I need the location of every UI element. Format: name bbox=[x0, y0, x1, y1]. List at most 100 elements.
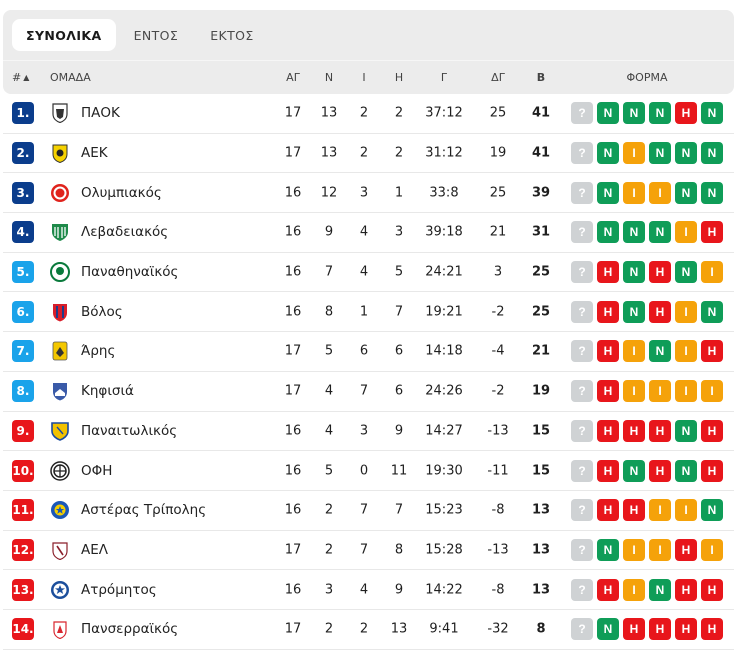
form-draw-badge[interactable]: I bbox=[623, 340, 645, 363]
form-upcoming-badge[interactable]: ? bbox=[571, 419, 593, 442]
table-row[interactable]: 11. Αστέρας Τρίπολης 16 2 7 7 15:23 -8 1… bbox=[3, 491, 734, 531]
form-win-badge[interactable]: N bbox=[701, 499, 723, 522]
team-name[interactable]: Ατρόμητος bbox=[81, 581, 157, 598]
form-draw-badge[interactable]: I bbox=[649, 538, 671, 561]
form-loss-badge[interactable]: H bbox=[597, 419, 619, 442]
form-upcoming-badge[interactable]: ? bbox=[571, 181, 593, 204]
form-loss-badge[interactable]: H bbox=[649, 419, 671, 442]
form-loss-badge[interactable]: H bbox=[597, 499, 619, 522]
form-loss-badge[interactable]: H bbox=[649, 459, 671, 482]
form-draw-badge[interactable]: I bbox=[675, 300, 697, 323]
form-loss-badge[interactable]: H bbox=[597, 261, 619, 284]
form-win-badge[interactable]: N bbox=[623, 300, 645, 323]
form-loss-badge[interactable]: H bbox=[675, 102, 697, 125]
form-draw-badge[interactable]: I bbox=[675, 499, 697, 522]
form-loss-badge[interactable]: H bbox=[675, 538, 697, 561]
form-loss-badge[interactable]: H bbox=[597, 300, 619, 323]
form-loss-badge[interactable]: H bbox=[701, 578, 723, 601]
form-upcoming-badge[interactable]: ? bbox=[571, 578, 593, 601]
table-row[interactable]: 1. ΠΑΟΚ 17 13 2 2 37:12 25 41 ? N N N H N bbox=[3, 94, 734, 134]
table-row[interactable]: 2. ΑΕΚ 17 13 2 2 31:12 19 41 ? N I N N N bbox=[3, 134, 734, 174]
form-draw-badge[interactable]: I bbox=[623, 142, 645, 165]
form-win-badge[interactable]: N bbox=[623, 261, 645, 284]
form-loss-badge[interactable]: H bbox=[623, 618, 645, 641]
form-loss-badge[interactable]: H bbox=[597, 459, 619, 482]
form-draw-badge[interactable]: I bbox=[675, 340, 697, 363]
form-draw-badge[interactable]: I bbox=[701, 380, 723, 403]
form-upcoming-badge[interactable]: ? bbox=[571, 102, 593, 125]
form-draw-badge[interactable]: I bbox=[623, 538, 645, 561]
team-name[interactable]: Κηφισιά bbox=[81, 383, 134, 400]
form-win-badge[interactable]: N bbox=[675, 142, 697, 165]
form-loss-badge[interactable]: H bbox=[649, 618, 671, 641]
team-name[interactable]: Άρης bbox=[81, 343, 116, 360]
team-name[interactable]: ΠΑΟΚ bbox=[81, 105, 120, 122]
form-loss-badge[interactable]: H bbox=[623, 419, 645, 442]
form-upcoming-badge[interactable]: ? bbox=[571, 538, 593, 561]
form-loss-badge[interactable]: H bbox=[701, 459, 723, 482]
form-win-badge[interactable]: N bbox=[649, 340, 671, 363]
table-row[interactable]: 12. ΑΕΛ 17 2 7 8 15:28 -13 13 ? N I I H I bbox=[3, 531, 734, 571]
form-draw-badge[interactable]: I bbox=[623, 380, 645, 403]
form-draw-badge[interactable]: I bbox=[623, 578, 645, 601]
team-name[interactable]: Παναθηναϊκός bbox=[81, 264, 179, 281]
table-row[interactable]: 9. Παναιτωλικός 16 4 3 9 14:27 -13 15 ? H… bbox=[3, 412, 734, 452]
form-loss-badge[interactable]: H bbox=[623, 499, 645, 522]
form-win-badge[interactable]: N bbox=[623, 102, 645, 125]
form-win-badge[interactable]: N bbox=[675, 261, 697, 284]
form-loss-badge[interactable]: H bbox=[597, 578, 619, 601]
form-win-badge[interactable]: N bbox=[597, 181, 619, 204]
form-upcoming-badge[interactable]: ? bbox=[571, 261, 593, 284]
form-loss-badge[interactable]: H bbox=[597, 380, 619, 403]
form-loss-badge[interactable]: H bbox=[675, 578, 697, 601]
form-upcoming-badge[interactable]: ? bbox=[571, 618, 593, 641]
tab-away[interactable]: ΕΚΤΟΣ bbox=[210, 27, 254, 43]
form-win-badge[interactable]: N bbox=[701, 142, 723, 165]
table-row[interactable]: 4. Λεβαδειακός 16 9 4 3 39:18 21 31 ? N N N… bbox=[3, 213, 734, 253]
form-loss-badge[interactable]: H bbox=[675, 618, 697, 641]
team-name[interactable]: ΟΦΗ bbox=[81, 462, 113, 479]
form-win-badge[interactable]: N bbox=[623, 459, 645, 482]
team-name[interactable]: Αστέρας Τρίπολης bbox=[81, 502, 207, 519]
form-loss-badge[interactable]: H bbox=[649, 261, 671, 284]
table-row[interactable]: 3. Ολυμπιακός 16 12 3 1 33:8 25 39 ? N I I N… bbox=[3, 173, 734, 214]
form-draw-badge[interactable]: I bbox=[649, 181, 671, 204]
table-row[interactable]: 10. ΟΦΗ 16 5 0 11 19:30 -11 15 ? H N H N H bbox=[3, 451, 734, 491]
form-win-badge[interactable]: N bbox=[701, 102, 723, 125]
table-row[interactable]: 13. Ατρόμητος 16 3 4 9 14:22 -8 13 ? H I N H… bbox=[3, 570, 734, 610]
table-row[interactable]: 14. Πανσερραϊκός 17 2 2 13 9:41 -32 8 ? N… bbox=[3, 610, 734, 650]
form-upcoming-badge[interactable]: ? bbox=[571, 380, 593, 403]
tab-home[interactable]: ΕΝΤΟΣ bbox=[133, 27, 179, 43]
form-upcoming-badge[interactable]: ? bbox=[571, 221, 593, 244]
form-draw-badge[interactable]: I bbox=[649, 499, 671, 522]
form-upcoming-badge[interactable]: ? bbox=[571, 300, 593, 323]
form-draw-badge[interactable]: I bbox=[701, 261, 723, 284]
form-win-badge[interactable]: N bbox=[623, 221, 645, 244]
form-win-badge[interactable]: N bbox=[649, 221, 671, 244]
form-win-badge[interactable]: N bbox=[597, 538, 619, 561]
form-win-badge[interactable]: N bbox=[649, 142, 671, 165]
team-name[interactable]: ΑΕΚ bbox=[81, 145, 108, 162]
form-win-badge[interactable]: N bbox=[597, 221, 619, 244]
table-row[interactable]: 7. Άρης 17 5 6 6 14:18 -4 21 ? H I N I H bbox=[3, 332, 734, 372]
form-upcoming-badge[interactable]: ? bbox=[571, 459, 593, 482]
form-win-badge[interactable]: N bbox=[649, 102, 671, 125]
form-upcoming-badge[interactable]: ? bbox=[571, 340, 593, 363]
form-draw-badge[interactable]: I bbox=[649, 380, 671, 403]
form-upcoming-badge[interactable]: ? bbox=[571, 499, 593, 522]
team-name[interactable]: Ολυμπιακός bbox=[81, 184, 162, 201]
form-win-badge[interactable]: N bbox=[675, 419, 697, 442]
form-loss-badge[interactable]: H bbox=[701, 419, 723, 442]
header-rank-sort[interactable]: # ▲ bbox=[12, 71, 42, 84]
form-win-badge[interactable]: N bbox=[701, 300, 723, 323]
team-name[interactable]: Βόλος bbox=[81, 303, 123, 320]
team-name[interactable]: ΑΕΛ bbox=[81, 541, 108, 558]
team-name[interactable]: Λεβαδειακός bbox=[81, 224, 169, 241]
form-draw-badge[interactable]: I bbox=[675, 221, 697, 244]
team-name[interactable]: Παναιτωλικός bbox=[81, 422, 178, 439]
table-row[interactable]: 8. Κηφισιά 17 4 7 6 24:26 -2 19 ? H I I I I bbox=[3, 372, 734, 412]
form-loss-badge[interactable]: H bbox=[701, 340, 723, 363]
form-win-badge[interactable]: N bbox=[597, 142, 619, 165]
form-upcoming-badge[interactable]: ? bbox=[571, 142, 593, 165]
form-win-badge[interactable]: N bbox=[675, 459, 697, 482]
